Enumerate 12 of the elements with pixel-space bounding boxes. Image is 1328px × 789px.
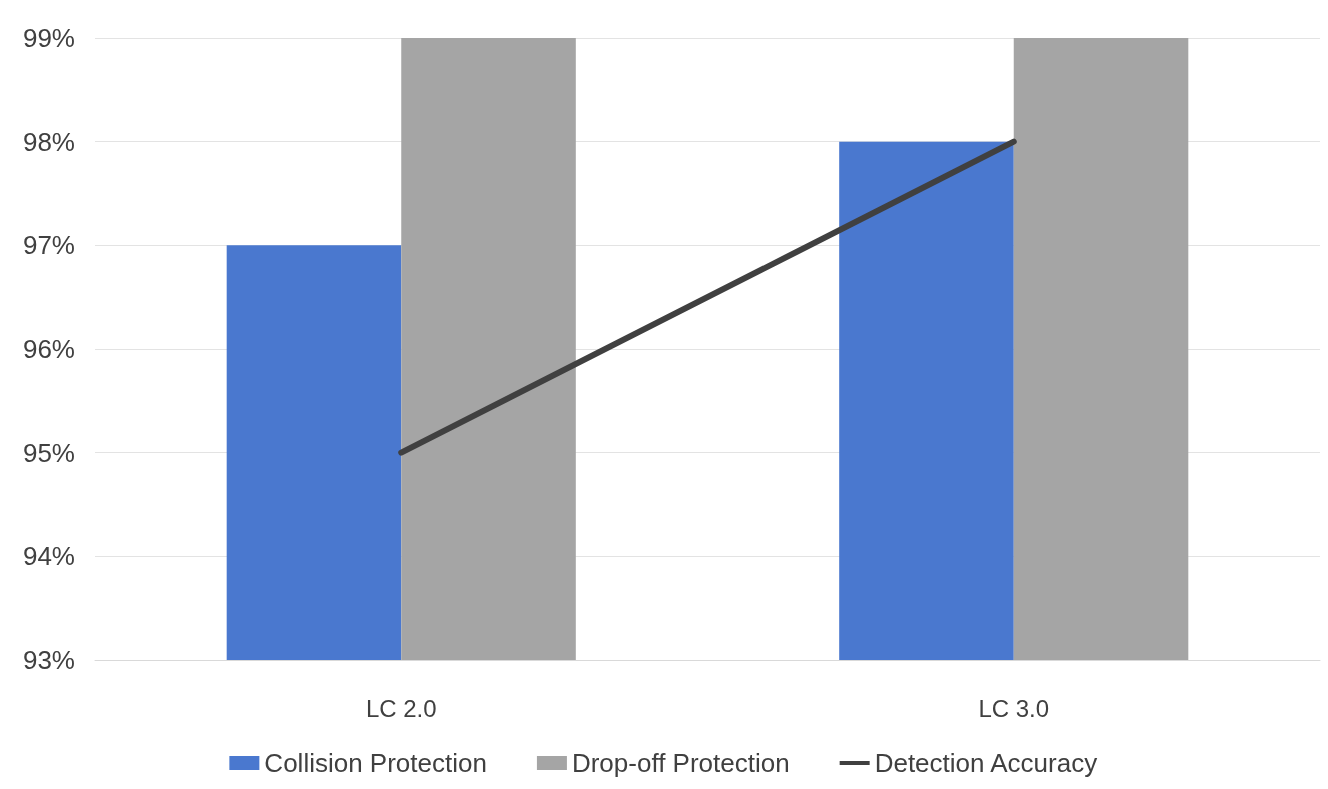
y-tick-label: 97% [22,230,75,261]
legend-label: Detection Accuracy [874,748,1098,778]
legend-label: Drop-off Protection [571,748,790,778]
legend-label: Collision Protection [264,748,487,778]
y-tick-label: 94% [22,541,75,572]
x-tick-label: LC 2.0 [365,694,437,722]
y-tick-label: 96% [22,334,75,364]
y-tick-label: 93% [22,645,75,675]
x-tick-label: LC 3.0 [978,694,1050,722]
y-tick-label: 99% [22,23,75,53]
y-tick-label: 98% [22,126,75,157]
y-tick-label: 95% [22,437,75,468]
